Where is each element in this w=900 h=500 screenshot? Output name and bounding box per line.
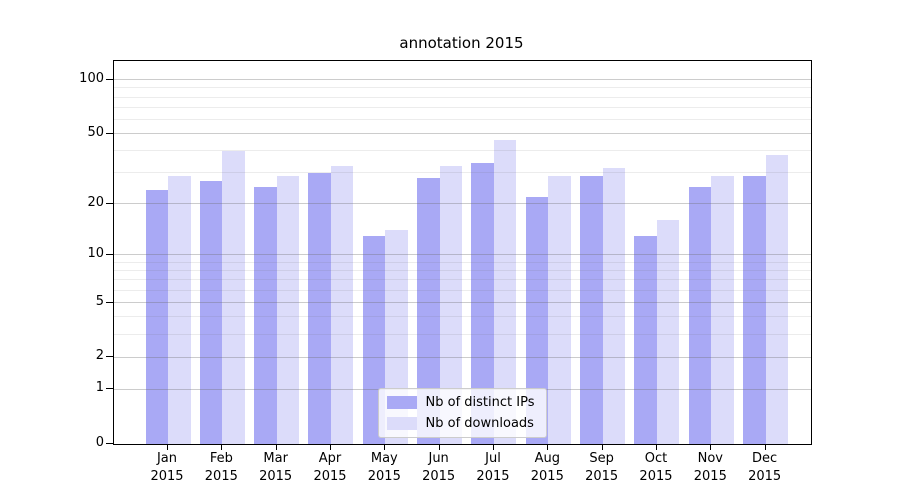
x-tick-mark-mar [275,444,277,450]
legend-swatch-distinct-ips [386,396,417,409]
y-tick-mark-100 [106,78,113,80]
x-tick-label-nov: Nov 2015 [693,451,727,484]
x-tick-mark-jul [492,444,494,450]
bar-aug-downloads [548,175,571,444]
y-tick-label-10: 10 [87,245,104,261]
chart-title: annotation 2015 [399,34,524,52]
bar-sep-distinct-ips [580,175,603,444]
bar-oct-downloads [656,220,680,444]
bar-apr-downloads [330,165,354,444]
x-tick-mark-jun [438,444,440,450]
x-tick-mark-dec [764,444,766,450]
bar-mar-downloads [276,175,300,444]
x-tick-label-jul: Jul 2015 [476,451,510,484]
x-tick-label-may: May 2015 [367,451,401,484]
x-tick-label-dec: Dec 2015 [748,451,782,484]
bar-jan-downloads [168,175,191,444]
grid-line-60 [114,119,811,121]
x-tick-mark-oct [655,444,657,450]
x-tick-label-sep: Sep 2015 [585,451,619,484]
x-tick-mark-aug [547,444,549,450]
y-tick-mark-1 [106,388,113,390]
bar-jan-distinct-ips [145,189,168,444]
bar-jul-downloads [493,140,517,444]
grid-line-40 [114,150,811,152]
x-tick-label-feb: Feb 2015 [204,451,238,484]
grid-line-50 [114,133,811,135]
bar-dec-downloads [765,154,789,444]
y-tick-mark-2 [106,356,113,358]
bar-sep-downloads [602,168,626,444]
x-tick-mark-apr [329,444,331,450]
x-tick-label-jan: Jan 2015 [150,451,184,484]
legend-item-distinct-ips: Nb of distinct IPs [386,395,535,410]
legend-item-downloads: Nb of downloads [386,416,535,431]
bar-jun-distinct-ips [417,178,440,444]
x-tick-label-apr: Apr 2015 [313,451,347,484]
y-tick-label-100: 100 [79,70,104,86]
x-tick-mark-nov [710,444,712,450]
bar-jun-downloads [439,165,463,444]
bar-aug-distinct-ips [525,196,549,444]
legend-label-downloads: Nb of downloads [425,416,534,431]
grid-line-100 [114,79,811,81]
legend-swatch-downloads [386,417,417,430]
x-tick-label-mar: Mar 2015 [259,451,293,484]
y-tick-label-5: 5 [95,293,104,309]
x-tick-mark-may [384,444,386,450]
x-tick-label-oct: Oct 2015 [639,451,673,484]
y-tick-mark-5 [106,301,113,303]
y-tick-mark-0 [106,443,113,444]
bar-feb-downloads [222,150,245,444]
y-tick-mark-20 [106,202,113,204]
grid-line-30 [114,172,811,174]
x-tick-mark-feb [221,444,223,450]
bar-dec-distinct-ips [743,175,766,444]
bar-apr-distinct-ips [308,172,331,444]
x-tick-mark-jan [167,444,168,450]
y-tick-label-20: 20 [87,194,104,210]
x-tick-label-jun: Jun 2015 [422,451,456,484]
y-tick-label-0: 0 [95,435,104,450]
legend-label-distinct-ips: Nb of distinct IPs [425,395,535,410]
bar-jul-distinct-ips [471,163,494,444]
grid-line-70 [114,107,811,109]
x-tick-label-aug: Aug 2015 [530,451,564,484]
bar-feb-distinct-ips [199,180,223,444]
bar-nov-distinct-ips [688,186,712,444]
bar-oct-distinct-ips [634,235,657,444]
y-tick-label-2: 2 [95,348,104,364]
bar-mar-distinct-ips [254,186,277,444]
x-tick-mark-sep [601,444,603,450]
grid-line-80 [114,96,811,98]
y-tick-mark-50 [106,132,113,134]
bar-nov-downloads [711,175,734,444]
y-tick-label-1: 1 [95,380,104,396]
legend: Nb of distinct IPs Nb of downloads [377,388,548,438]
y-tick-mark-10 [106,253,113,255]
y-tick-label-50: 50 [87,124,104,140]
plot-area: Nb of distinct IPs Nb of downloads [113,60,812,445]
grid-line-90 [114,87,811,89]
